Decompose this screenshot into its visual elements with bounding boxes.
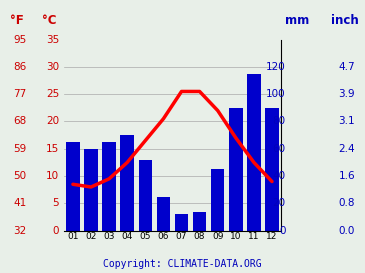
Text: 30: 30 <box>46 62 59 72</box>
Bar <box>139 160 152 231</box>
Text: 35: 35 <box>46 35 59 44</box>
Text: 41: 41 <box>13 198 26 208</box>
Text: 20: 20 <box>273 198 286 208</box>
Text: 120: 120 <box>266 62 286 72</box>
Bar <box>157 197 170 231</box>
Text: 95: 95 <box>13 35 26 44</box>
Bar <box>265 108 279 231</box>
Text: 0: 0 <box>53 226 59 236</box>
Text: 80: 80 <box>273 117 286 126</box>
Text: 25: 25 <box>46 89 59 99</box>
Bar <box>247 74 261 231</box>
Text: 0.0: 0.0 <box>339 226 355 236</box>
Text: °C: °C <box>42 14 57 27</box>
Text: 60: 60 <box>273 144 286 154</box>
Bar <box>102 142 116 231</box>
Text: Copyright: CLIMATE-DATA.ORG: Copyright: CLIMATE-DATA.ORG <box>103 259 262 269</box>
Text: 59: 59 <box>13 144 26 154</box>
Text: 15: 15 <box>46 144 59 154</box>
Bar <box>175 214 188 231</box>
Text: 86: 86 <box>13 62 26 72</box>
Text: 77: 77 <box>13 89 26 99</box>
Bar <box>211 169 224 231</box>
Text: 68: 68 <box>13 117 26 126</box>
Text: 3.1: 3.1 <box>338 117 355 126</box>
Text: mm: mm <box>285 14 310 27</box>
Text: 40: 40 <box>273 171 286 181</box>
Text: 100: 100 <box>266 89 286 99</box>
Text: 4.7: 4.7 <box>338 62 355 72</box>
Bar <box>193 212 206 231</box>
Bar <box>66 142 80 231</box>
Text: 0.8: 0.8 <box>339 198 355 208</box>
Text: 0: 0 <box>279 226 286 236</box>
Text: inch: inch <box>331 14 359 27</box>
Text: 3.9: 3.9 <box>338 89 355 99</box>
Text: °F: °F <box>9 14 23 27</box>
Text: 32: 32 <box>13 226 26 236</box>
Text: 20: 20 <box>46 117 59 126</box>
Bar <box>229 108 243 231</box>
Text: 1.6: 1.6 <box>338 171 355 181</box>
Bar <box>120 135 134 231</box>
Bar <box>84 149 98 231</box>
Text: 5: 5 <box>53 198 59 208</box>
Text: 2.4: 2.4 <box>338 144 355 154</box>
Text: 10: 10 <box>46 171 59 181</box>
Text: 50: 50 <box>13 171 26 181</box>
